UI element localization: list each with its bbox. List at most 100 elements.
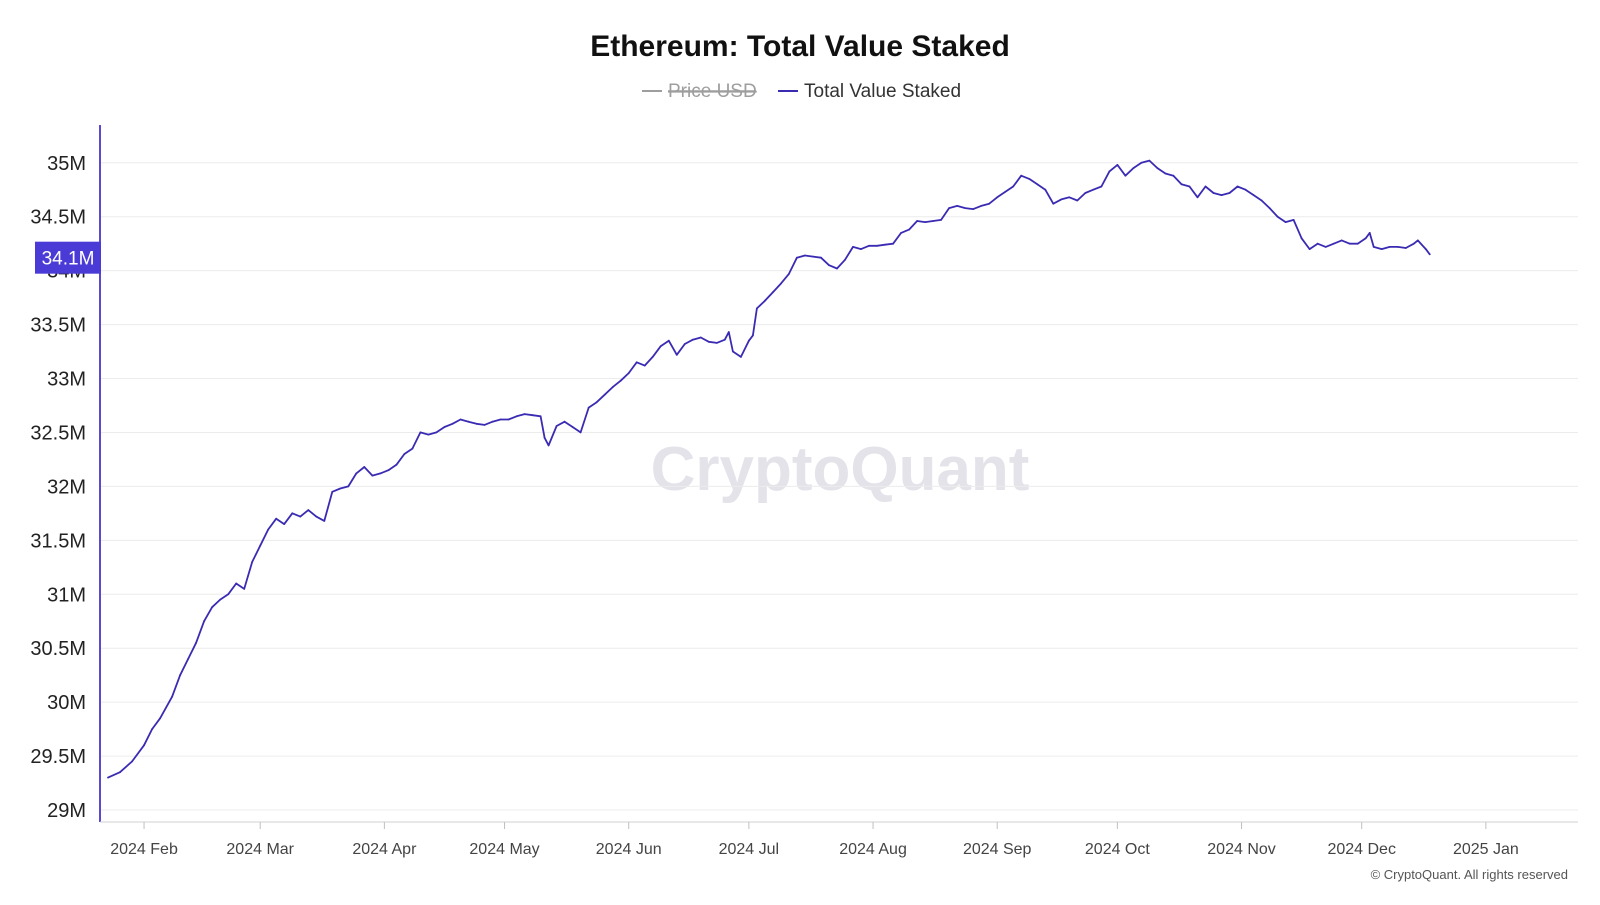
legend-item-total-value-staked[interactable]: Total Value Staked — [778, 81, 961, 102]
y-tick-label: 31M — [47, 584, 86, 606]
data-point — [411, 447, 414, 450]
data-point — [1424, 248, 1427, 251]
data-point — [1220, 194, 1223, 197]
data-point — [884, 243, 886, 246]
y-tick-label: 33M — [47, 369, 86, 391]
data-point — [932, 220, 934, 222]
data-point — [667, 339, 670, 342]
data-point — [940, 219, 942, 221]
data-point — [1012, 185, 1015, 188]
data-point — [179, 674, 182, 677]
data-point — [159, 717, 162, 720]
data-point — [259, 544, 262, 547]
data-point — [1188, 185, 1191, 188]
data-point — [587, 406, 590, 409]
y-tick-label: 32M — [47, 476, 86, 498]
data-point — [171, 695, 174, 698]
data-point — [363, 466, 366, 468]
y-tick-label: 31.5M — [30, 530, 86, 552]
data-point — [972, 208, 975, 211]
data-point — [1396, 246, 1399, 248]
data-point — [876, 244, 878, 247]
data-point — [1268, 207, 1271, 210]
y-tick-label: 29.5M — [30, 746, 86, 768]
data-point — [1196, 196, 1199, 199]
data-point — [539, 415, 542, 418]
data-point — [1100, 185, 1103, 188]
data-point — [603, 393, 606, 396]
data-point — [619, 379, 622, 382]
data-point — [379, 472, 382, 475]
data-point — [1092, 188, 1095, 191]
data-point — [675, 353, 678, 356]
data-point — [443, 426, 446, 428]
data-point — [395, 463, 398, 466]
data-point — [1300, 237, 1303, 240]
x-tick-label: 2024 Nov — [1207, 841, 1276, 858]
data-point — [828, 264, 830, 267]
current-value-badge — [35, 241, 101, 274]
data-point — [1364, 237, 1367, 240]
data-point — [307, 509, 310, 511]
data-point — [860, 248, 862, 251]
data-point — [1324, 246, 1327, 248]
data-point — [996, 196, 999, 199]
gridlines — [100, 162, 1578, 811]
data-point — [836, 267, 838, 270]
x-axis: 2024 Feb 2024 Mar 2024 Apr 2024 May 2024 Jun… — [100, 821, 1578, 858]
data-point — [788, 273, 790, 275]
y-tick-label: 32.5M — [30, 422, 86, 444]
data-point — [796, 256, 798, 259]
data-point — [543, 436, 546, 439]
data-point — [1228, 192, 1231, 194]
data-point — [531, 414, 534, 417]
data-point — [203, 620, 206, 623]
data-point — [1180, 183, 1183, 186]
x-tick-label: 2024 Sep — [963, 841, 1032, 858]
data-point — [1028, 178, 1031, 180]
data-point — [211, 606, 214, 609]
current-value-label: 34.1M — [42, 249, 95, 270]
data-point — [1172, 174, 1175, 177]
data-point — [1076, 199, 1079, 202]
x-tick-label: 2024 Jun — [596, 841, 662, 858]
x-tick-label: 2024 Oct — [1085, 841, 1150, 858]
x-tick-label: 2024 Dec — [1327, 841, 1396, 858]
data-point — [515, 415, 518, 418]
data-point — [315, 515, 318, 518]
data-point — [1132, 167, 1135, 170]
x-tick-label: 2024 May — [469, 841, 539, 858]
data-point — [715, 342, 718, 344]
data-point — [475, 422, 478, 425]
data-point — [727, 331, 730, 333]
data-point — [403, 453, 406, 455]
data-point — [371, 474, 374, 477]
data-point — [820, 256, 822, 259]
data-point — [347, 485, 350, 488]
data-point — [1020, 174, 1023, 177]
data-point — [1244, 188, 1247, 191]
data-point — [1388, 246, 1391, 248]
x-tick-label: 2024 Aug — [839, 841, 907, 858]
data-point — [1428, 253, 1431, 256]
data-point — [1340, 239, 1343, 242]
data-point — [980, 205, 983, 207]
data-point — [579, 431, 582, 434]
legend-item-price-usd[interactable]: Price USD — [642, 81, 757, 102]
data-point — [299, 515, 302, 518]
data-point — [323, 520, 326, 522]
data-point — [1412, 242, 1415, 245]
data-point — [1108, 170, 1111, 173]
data-point — [387, 469, 390, 472]
x-tick-label: 2024 Jul — [719, 841, 780, 858]
data-point — [451, 422, 454, 425]
series-layer — [107, 159, 1431, 779]
data-point — [1124, 174, 1127, 177]
data-point — [235, 582, 238, 585]
data-point — [804, 254, 806, 257]
data-point — [187, 658, 190, 660]
data-point — [651, 356, 654, 358]
data-point — [740, 356, 742, 358]
data-point — [908, 228, 910, 231]
